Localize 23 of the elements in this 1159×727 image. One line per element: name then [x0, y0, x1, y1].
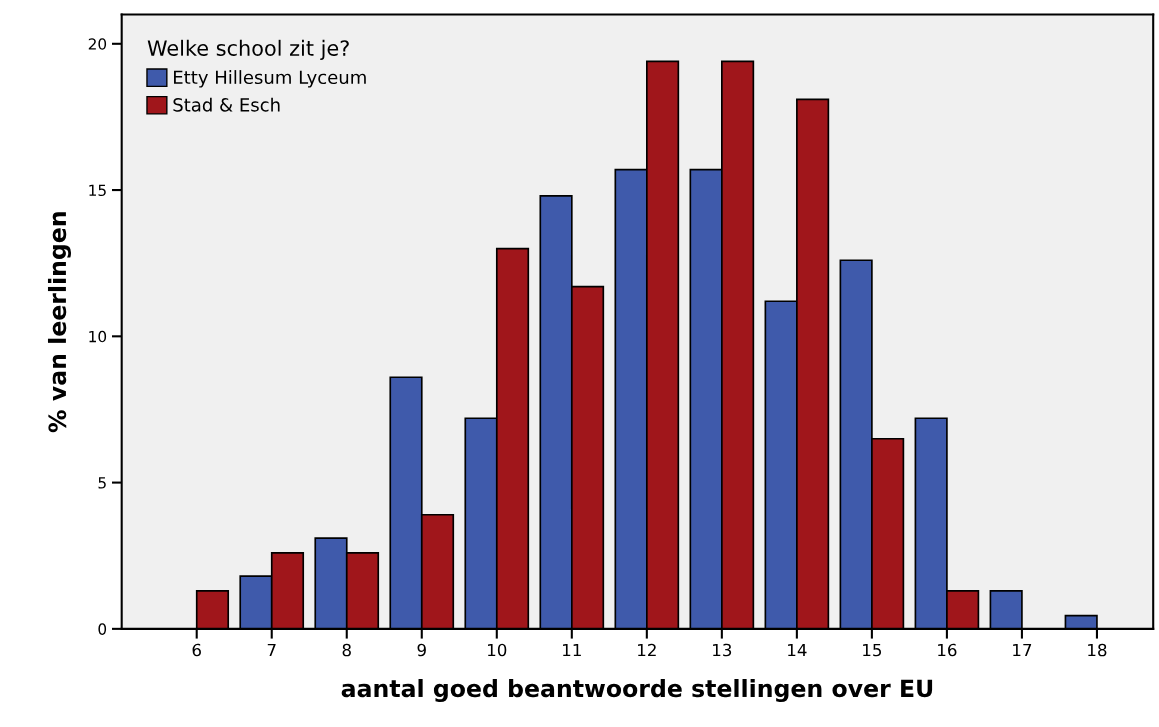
legend-label: Etty Hillesum Lyceum [174, 70, 366, 88]
x-tick-label: 8 [342, 643, 351, 657]
x-axis-title: aantal goed beantwoorde stellingen over EU [341, 679, 933, 703]
legend-label: Stad & Esch [173, 97, 280, 112]
x-tick-label: 12 [638, 643, 656, 657]
y-tick-label: 15 [89, 184, 106, 197]
x-tick-label: 13 [713, 643, 732, 657]
x-tick-label: 16 [938, 643, 957, 657]
legend-title: Welke school zit je? [147, 39, 349, 60]
x-tick-label: 6 [192, 643, 201, 657]
y-tick-label: 20 [88, 38, 107, 50]
y-tick-label: 5 [98, 477, 106, 489]
y-tick-label: 0 [98, 623, 107, 635]
x-tick-label: 15 [863, 643, 882, 657]
x-tick-label: 10 [488, 643, 507, 657]
y-tick-label: 10 [89, 330, 107, 343]
x-tick-label: 11 [563, 643, 581, 657]
x-tick-label: 9 [417, 643, 426, 657]
y-axis-title: % van leerlingen [47, 212, 71, 433]
x-tick-label: 18 [1088, 643, 1107, 657]
x-tick-label: 14 [788, 643, 807, 657]
x-tick-label: 17 [1013, 643, 1032, 657]
x-tick-label: 7 [267, 643, 276, 657]
